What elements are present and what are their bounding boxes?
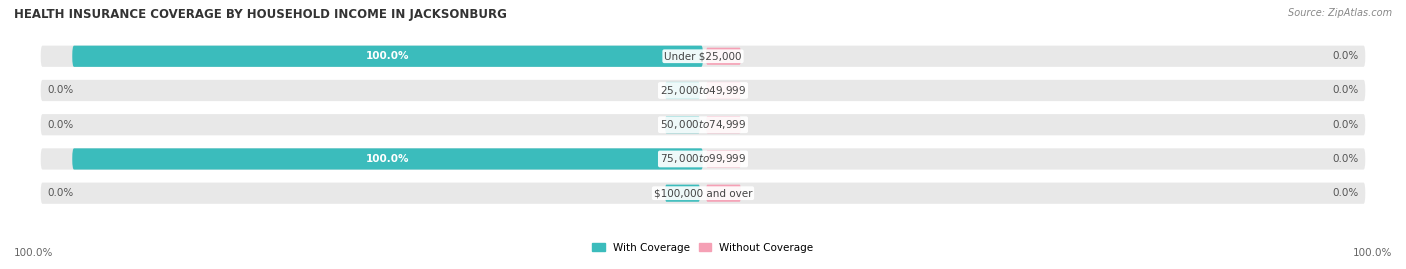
- Text: 0.0%: 0.0%: [1333, 154, 1360, 164]
- Text: 0.0%: 0.0%: [1333, 86, 1360, 95]
- FancyBboxPatch shape: [72, 46, 703, 67]
- Text: Under $25,000: Under $25,000: [664, 51, 742, 61]
- Text: 0.0%: 0.0%: [46, 188, 73, 198]
- FancyBboxPatch shape: [72, 148, 703, 169]
- Text: $25,000 to $49,999: $25,000 to $49,999: [659, 84, 747, 97]
- Text: 100.0%: 100.0%: [1353, 248, 1392, 258]
- FancyBboxPatch shape: [706, 82, 741, 99]
- FancyBboxPatch shape: [706, 150, 741, 168]
- Text: 0.0%: 0.0%: [1333, 188, 1360, 198]
- FancyBboxPatch shape: [41, 46, 1365, 67]
- Text: HEALTH INSURANCE COVERAGE BY HOUSEHOLD INCOME IN JACKSONBURG: HEALTH INSURANCE COVERAGE BY HOUSEHOLD I…: [14, 8, 508, 21]
- Text: 100.0%: 100.0%: [366, 154, 409, 164]
- FancyBboxPatch shape: [41, 183, 1365, 204]
- FancyBboxPatch shape: [41, 114, 1365, 135]
- FancyBboxPatch shape: [41, 148, 1365, 169]
- Text: Source: ZipAtlas.com: Source: ZipAtlas.com: [1288, 8, 1392, 18]
- Text: 0.0%: 0.0%: [1333, 120, 1360, 130]
- Legend: With Coverage, Without Coverage: With Coverage, Without Coverage: [588, 238, 818, 257]
- FancyBboxPatch shape: [706, 185, 741, 202]
- FancyBboxPatch shape: [41, 80, 1365, 101]
- Text: 0.0%: 0.0%: [1333, 51, 1360, 61]
- Text: $100,000 and over: $100,000 and over: [654, 188, 752, 198]
- Text: 0.0%: 0.0%: [46, 120, 73, 130]
- Text: 100.0%: 100.0%: [366, 51, 409, 61]
- Text: $75,000 to $99,999: $75,000 to $99,999: [659, 153, 747, 165]
- Text: 0.0%: 0.0%: [46, 86, 73, 95]
- FancyBboxPatch shape: [665, 82, 700, 99]
- FancyBboxPatch shape: [706, 48, 741, 65]
- FancyBboxPatch shape: [665, 185, 700, 202]
- Text: $50,000 to $74,999: $50,000 to $74,999: [659, 118, 747, 131]
- FancyBboxPatch shape: [665, 116, 700, 133]
- Text: 100.0%: 100.0%: [14, 248, 53, 258]
- FancyBboxPatch shape: [706, 116, 741, 133]
